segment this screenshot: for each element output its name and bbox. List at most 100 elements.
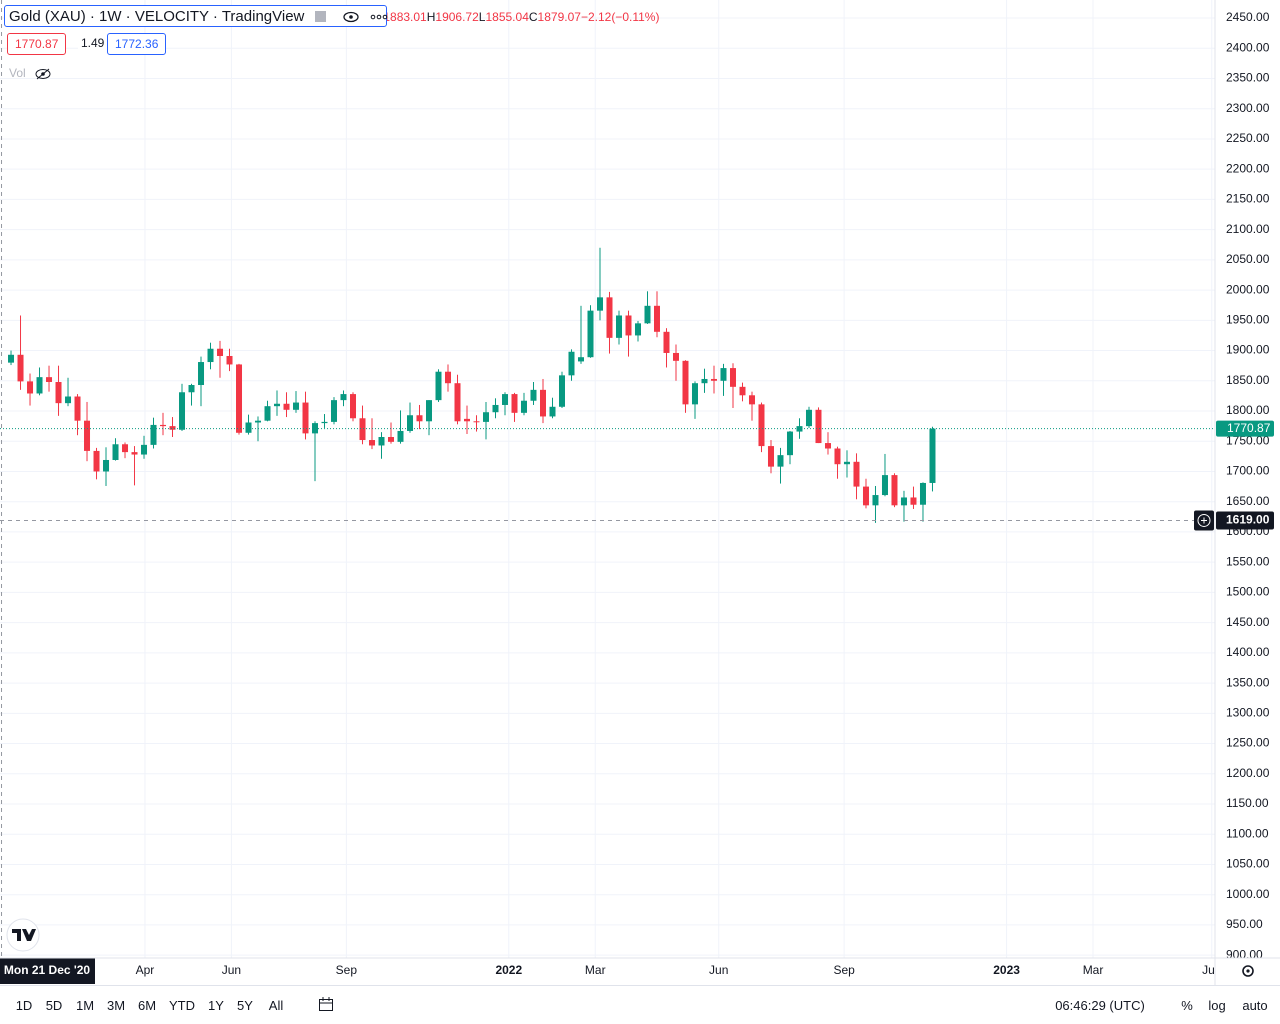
range-button[interactable]: 1D: [15, 998, 33, 1013]
candle-body: [929, 428, 936, 483]
button-plus: [1201, 517, 1207, 524]
range-button[interactable]: 6M: [137, 998, 157, 1013]
candle-body: [426, 400, 433, 422]
scale-option[interactable]: %: [1181, 998, 1193, 1013]
x-tick-label: 2023: [993, 963, 1020, 977]
x-tick-label: Mar: [1083, 963, 1104, 977]
candle-body: [568, 351, 575, 376]
y-tick-label: 2450.00: [1226, 10, 1270, 24]
button-ring: [1197, 513, 1211, 527]
candle-body: [407, 415, 414, 431]
add-alert-button[interactable]: [1194, 510, 1214, 531]
candle-body: [255, 420, 262, 423]
y-tick-label: 1550.00: [1226, 554, 1270, 568]
y-tick-label: 1650.00: [1226, 494, 1270, 508]
candle-body: [824, 443, 831, 449]
scale-option[interactable]: log: [1208, 998, 1226, 1013]
legend-letter: H: [426, 10, 436, 24]
candle-body: [55, 381, 62, 404]
chart: 2450.00 2400.00 2350.00 2300.00 2250.00 2200.…: [0, 0, 1280, 985]
legend-value: 1855.04: [485, 10, 529, 24]
hidden-icon[interactable]: [35, 68, 51, 80]
candle-body: [891, 475, 898, 506]
range-button[interactable]: 3M: [106, 998, 126, 1013]
candle-body: [65, 396, 72, 404]
y-tick-label: 1200.00: [1226, 766, 1270, 780]
x-tick-label: Jun: [222, 963, 241, 977]
candle-body: [805, 409, 812, 427]
tv-logo: [6, 918, 40, 952]
candle-body: [27, 381, 34, 394]
candle-body: [663, 331, 670, 353]
candle-body: [217, 348, 224, 356]
ohlc-legend: O1883.01H1906.72L1855.04C1879.07−2.12(−0…: [374, 10, 659, 24]
range-button[interactable]: 1Y: [208, 998, 224, 1013]
range-button[interactable]: 5D: [45, 998, 63, 1013]
y-tick-label: 2300.00: [1226, 101, 1270, 115]
ask-chip[interactable]: 1772.36: [107, 33, 167, 55]
candle-body: [112, 444, 119, 460]
candle-body: [520, 400, 527, 413]
candle-body: [710, 378, 717, 381]
candle-body: [872, 495, 879, 506]
settings-icon[interactable]: [1242, 965, 1254, 977]
y-tick-label: 2250.00: [1226, 131, 1270, 145]
date-range-icon[interactable]: [318, 996, 334, 1012]
legend-letter: L: [478, 10, 486, 24]
candle-body: [530, 389, 537, 401]
candle-body: [558, 375, 565, 407]
range-button[interactable]: All: [268, 998, 284, 1013]
x-tick-label: Jun: [1202, 963, 1221, 977]
candle-body: [853, 461, 860, 487]
candle-body: [378, 437, 385, 446]
y-tick-label: 1050.00: [1226, 857, 1270, 871]
candle-body: [388, 437, 395, 442]
candle-body: [910, 497, 917, 505]
range-button[interactable]: YTD: [169, 998, 195, 1013]
candle-body: [293, 402, 300, 410]
candle-body: [416, 415, 423, 422]
scale-option[interactable]: auto: [1242, 998, 1268, 1013]
candle-body: [473, 421, 480, 423]
candle-body: [188, 385, 195, 393]
clock: 06:46:29 (UTC): [1055, 998, 1145, 1013]
legend-change-pct: (−0.11%): [611, 10, 660, 24]
symbol-title[interactable]: Gold (XAU) · 1W · VELOCITY · TradingView: [4, 5, 388, 27]
x-tick-label: Mar: [585, 963, 606, 977]
plot: [0, 247, 1215, 523]
legend-value: 1883.01: [383, 10, 427, 24]
candle-body: [492, 404, 499, 413]
y-tick-label: 1150.00: [1226, 796, 1269, 810]
candle-body: [606, 297, 613, 338]
candle-body: [587, 310, 594, 358]
bottom-toolbar: 1D 5D 1M 3M 6M YTD 1Y 5Y All 06:46:29 (UTC)% log au…: [0, 985, 1280, 1024]
candle-body: [511, 394, 518, 413]
legend-value: 1879.07: [537, 10, 581, 24]
bid-chip[interactable]: 1770.87: [7, 33, 67, 55]
x-tick-label: Sep: [833, 963, 855, 977]
candle-body: [321, 421, 328, 424]
last-price-label: 1770.87: [1227, 421, 1271, 435]
y-tick-label: 1100.00: [1226, 826, 1269, 840]
candle-body: [397, 430, 404, 442]
y-tick-label: 2100.00: [1226, 222, 1270, 236]
crosshair-price-label: 1619.00: [1226, 513, 1270, 527]
candle-body: [122, 444, 129, 453]
candle-body: [150, 424, 157, 445]
y-tick-label: 2050.00: [1226, 252, 1270, 266]
candle-body: [758, 404, 765, 447]
candle-body: [141, 444, 148, 455]
y-tick-label: 1950.00: [1226, 312, 1270, 326]
range-button[interactable]: 5Y: [237, 998, 253, 1013]
candle-body: [720, 368, 727, 381]
candle-body: [501, 394, 508, 405]
candle-body: [653, 305, 660, 332]
candle-body: [483, 412, 489, 422]
candle-body: [169, 426, 176, 430]
range-button[interactable]: 1M: [75, 998, 95, 1013]
y-tick-label: 2150.00: [1226, 192, 1270, 206]
candle-body: [84, 420, 91, 451]
legend-change: −2.12: [580, 10, 612, 24]
